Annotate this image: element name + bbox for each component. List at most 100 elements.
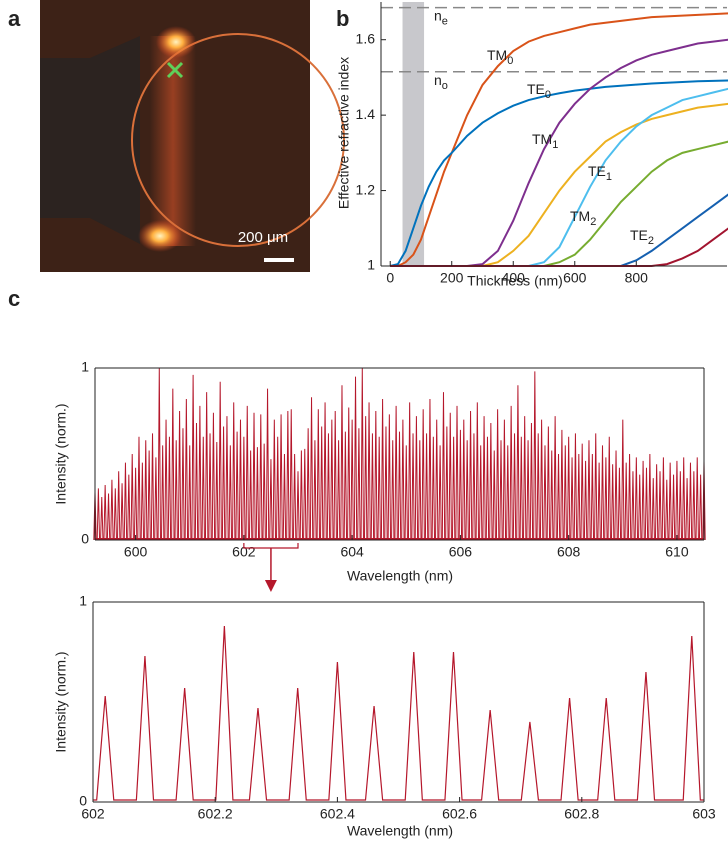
peak [448, 412, 452, 541]
peak [418, 440, 422, 541]
peak [421, 409, 425, 541]
peak [539, 419, 544, 541]
peak [529, 423, 534, 541]
peak [353, 376, 358, 541]
series-line [390, 87, 728, 267]
x-tick-label: 600 [124, 544, 148, 560]
reference-label: ne [434, 7, 448, 27]
y-tick-label: 1.4 [356, 106, 376, 122]
peak [492, 450, 496, 541]
peak [411, 433, 415, 541]
peak [600, 445, 605, 541]
peak [397, 431, 402, 541]
x-tick-label: 602.8 [564, 806, 599, 822]
peak [661, 457, 666, 541]
peak [580, 443, 584, 541]
peak [269, 459, 273, 541]
peak [323, 402, 327, 541]
peak [533, 371, 537, 541]
peak [435, 419, 439, 541]
peak [276, 436, 280, 541]
peak [211, 412, 216, 541]
peak [377, 436, 381, 541]
peak [228, 445, 233, 541]
peak [621, 419, 625, 541]
x-tick-label: 608 [557, 544, 581, 560]
peak [319, 426, 324, 541]
peak [590, 453, 595, 541]
peak [468, 410, 473, 541]
peak [695, 457, 699, 541]
peak [526, 440, 530, 541]
series-line [390, 102, 728, 267]
peak [401, 419, 405, 541]
peak [252, 412, 256, 541]
peak [634, 457, 639, 541]
peak [103, 484, 107, 541]
series-line [93, 625, 704, 801]
y-tick-label: 1 [79, 593, 87, 609]
peak [641, 460, 645, 541]
y-tick-label: 1 [367, 257, 375, 273]
peak [306, 428, 310, 541]
peak [272, 419, 277, 541]
peak [546, 426, 551, 541]
curve-label: TM0 [487, 47, 513, 67]
y-axis-label: Intensity (norm.) [53, 403, 69, 504]
y-axis-label: Effective refractive index [336, 57, 352, 209]
y-axis-label: Intensity (norm.) [53, 651, 69, 752]
y-tick-label: 0 [81, 531, 89, 547]
x-tick-label: 602.6 [442, 806, 477, 822]
plot [381, 2, 728, 267]
peak [577, 453, 581, 541]
peak [566, 436, 571, 541]
peak [350, 419, 354, 541]
peak [313, 440, 317, 541]
peak [445, 426, 449, 541]
peak [171, 388, 175, 541]
peak [522, 416, 527, 541]
peak [113, 488, 117, 541]
peak [106, 493, 111, 541]
curve-label: TM1 [532, 131, 558, 151]
peak [651, 478, 655, 541]
peak [407, 402, 412, 541]
peak [441, 392, 446, 541]
peak [184, 398, 189, 541]
peak [394, 405, 398, 541]
peak [668, 462, 672, 541]
peak [360, 367, 364, 541]
peak [289, 409, 293, 541]
peak [509, 405, 513, 541]
peak [157, 367, 161, 541]
peak [688, 462, 693, 541]
peak [451, 436, 456, 541]
peak [357, 428, 361, 541]
peak [560, 429, 564, 541]
peak [133, 467, 138, 541]
peak [154, 457, 158, 541]
peak [627, 453, 632, 541]
peak [485, 436, 490, 541]
peak [296, 471, 300, 541]
peak [384, 426, 388, 541]
peak [336, 440, 341, 541]
peak [617, 467, 622, 541]
curve-label: TE1 [588, 163, 612, 183]
peak [255, 447, 260, 541]
peak [282, 453, 287, 541]
peak [614, 450, 618, 541]
peak [506, 445, 510, 541]
zoom-arrowhead [264, 580, 277, 592]
peak [343, 431, 348, 541]
peak [604, 457, 608, 541]
y-tick-label: 0 [79, 793, 87, 809]
shaded-band [402, 2, 425, 266]
peak [150, 433, 155, 541]
peak [465, 440, 469, 541]
panel-label: b [336, 6, 349, 31]
peak [594, 433, 598, 541]
curve-label: TE0 [527, 81, 551, 101]
peak [648, 453, 652, 541]
